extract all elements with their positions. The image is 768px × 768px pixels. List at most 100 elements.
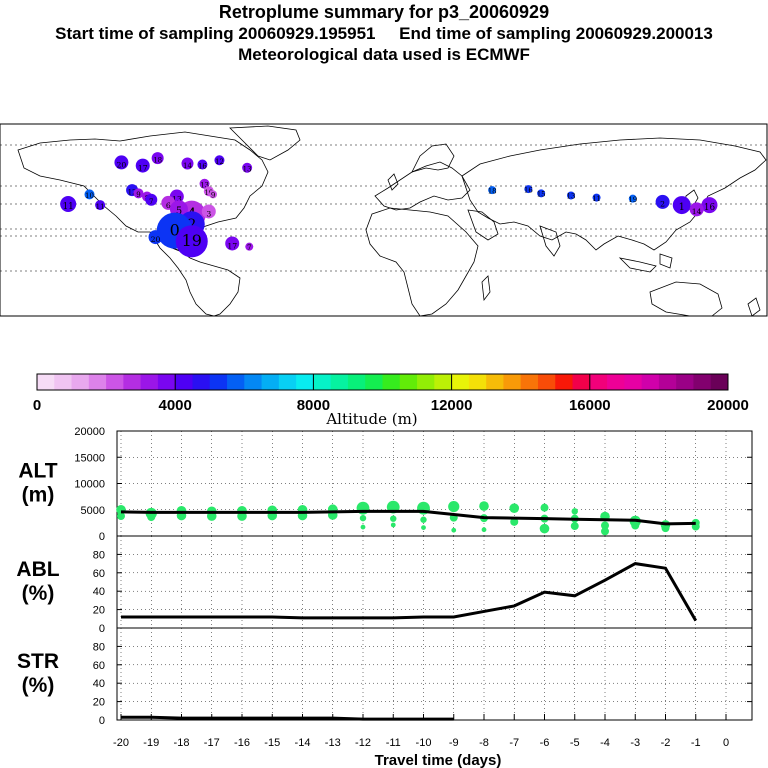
altitude-dot [479,501,489,511]
source-marker [672,196,691,215]
page-title: Retroplume summary for p3_20060929 [218,2,550,22]
altitude-dot [509,503,520,513]
source-label: 12 [128,188,137,196]
colorbar-tick-label: 8000 [297,397,330,414]
x-tick-label: -6 [540,737,550,749]
source-label: 1 [679,202,685,213]
y-tick-label: 40 [93,586,105,598]
source-label: 7 [149,198,153,206]
source-marker [60,196,77,212]
source-label: 10 [204,189,213,197]
end-time-label: End time of sampling 20060929.200013 [399,24,713,43]
altitude-dot [360,524,366,530]
y-tick-label: 10000 [74,479,105,491]
source-marker [214,155,225,166]
time-series-panels: 20000150001000050000ALT(m)806040200ABL(%… [16,426,753,727]
panel-frame [116,535,753,629]
colorbar-cell [399,374,418,390]
colorbar-cell [451,374,470,390]
colorbar-cell [468,374,487,390]
colorbar-tick-label: 12000 [431,397,473,414]
source-label: 2 [660,200,665,209]
altitude-dot [147,513,156,522]
colorbar-cell [365,374,383,390]
abl-series-line [121,562,698,622]
x-tick-label: -5 [570,737,580,749]
colorbar-tick-label: 16000 [569,397,611,414]
altitude-dot [448,501,460,513]
x-tick-label: 0 [723,737,729,749]
colorbar-cell [710,374,729,390]
source-label: 17 [138,163,148,172]
panel-ylabel: STR [17,650,59,673]
colorbar-tick-label: 0 [33,397,41,414]
colorbar-cell [37,374,55,390]
y-tick-label: 40 [93,678,105,690]
colorbar-cells [37,374,729,390]
colorbar-cell [140,374,159,390]
colorbar-cell [123,374,142,390]
source-marker [537,189,546,198]
x-tick-label: -13 [325,737,341,749]
altitude-dot [540,503,549,512]
colorbar-cell [347,374,366,390]
colorbar-frame [36,373,729,391]
x-tick-label: -17 [204,737,220,749]
colorbar-cell [244,374,263,390]
panel-ylabel-unit: (%) [22,582,55,605]
source-marker [592,193,601,202]
source-label: 13 [243,165,252,173]
map-frame [0,123,768,317]
source-label: 5 [176,206,182,217]
panel-abl: 80 60 40 20 0 ABL(%) [16,535,753,635]
colorbar-cell [71,374,90,390]
y-tick-label: 15000 [74,452,105,464]
source-label: 16 [524,186,533,194]
colorbar-cell [624,374,643,390]
source-marker [488,186,497,195]
y-tick-label: 80 [93,641,105,653]
source-label: 11 [96,203,105,211]
source-label: 15 [537,191,546,199]
x-tick-label: -3 [630,737,640,749]
x-tick-label: -7 [509,737,519,749]
colorbar-cell [106,374,124,390]
panel-frame [116,627,753,721]
colorbar-cell [278,374,297,390]
source-label: 3 [206,209,211,218]
x-tick-label: -16 [234,737,250,749]
x-tick-label: -19 [143,737,159,749]
source-label: 11 [63,202,74,212]
source-marker [114,155,129,170]
altitude-dot [420,516,427,523]
colorbar-cell [313,374,332,390]
source-label: 18 [488,187,497,195]
colorbar-cell [192,374,211,390]
altitude-dot [421,525,426,530]
source-marker [148,230,163,245]
colorbar-cell [209,374,228,390]
source-marker [201,204,216,219]
altitude-dot [359,514,367,522]
source-marker [95,200,106,211]
colorbar-cell [227,374,245,390]
altitude-dot [481,527,487,533]
source-label: 20 [151,235,161,244]
x-tick-label: -12 [355,737,371,749]
colorbar-cell [486,374,504,390]
x-tick-label: -15 [264,737,280,749]
met-data-label: Meteorological data used is ECMWF [238,45,530,64]
colorbar-cell [88,374,107,390]
y-tick-label: 60 [93,660,105,672]
y-tick-label: 20 [93,697,105,709]
source-marker [175,225,208,258]
x-tick-label: -8 [479,737,489,749]
x-tick-label: -10 [416,737,432,749]
source-label: 13 [200,181,209,189]
source-marker [225,236,240,251]
world-map: 2018171416121311101112987136131094532020… [0,123,768,317]
y-tick-label: 60 [93,568,105,580]
source-marker [209,190,218,199]
colorbar-cell [658,374,677,390]
